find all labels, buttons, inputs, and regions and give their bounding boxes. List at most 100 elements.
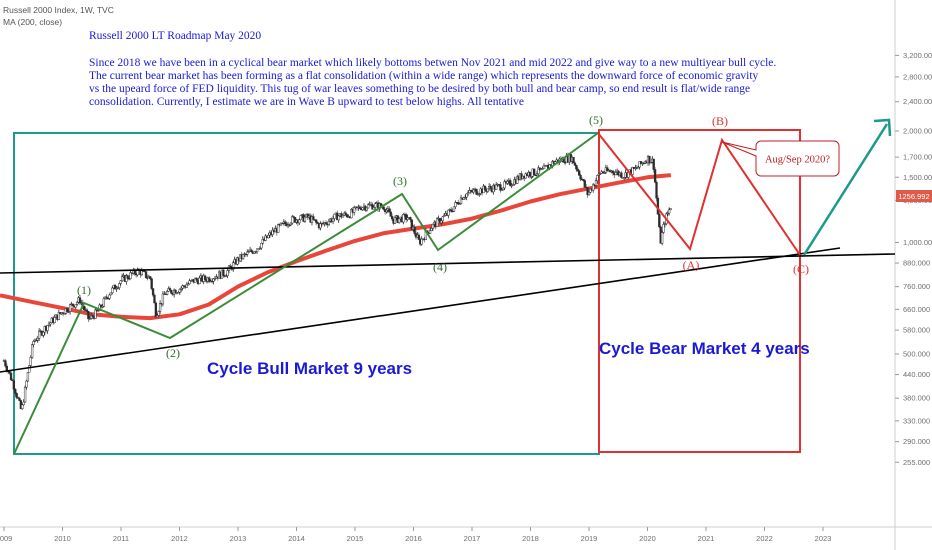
candle-body [353,207,356,213]
candle-body [53,317,56,324]
candle-body [409,217,412,220]
callout-text: Aug/Sep 2020? [765,155,830,166]
correction-wave-path [597,132,801,256]
candle-body [78,297,82,304]
candle-body [435,218,439,227]
candle-body [18,398,21,401]
price-tick-label: 2,800.000 [903,72,932,81]
symbol-legend[interactable]: Russell 2000 Index, 1W, TVC [3,5,114,15]
candle-body [32,341,35,345]
candle-body [194,278,197,283]
candle-body [638,161,641,168]
candle-body [388,208,391,213]
time-tick-label: 2017 [464,534,481,543]
candle-body [298,219,301,224]
candle-body [94,309,97,319]
candle-body [601,171,605,174]
candle-body [35,339,38,342]
candle-body [247,251,250,253]
wave-label-1: (1) [77,283,91,297]
candle-body [161,293,165,305]
candle-body [36,338,39,341]
candle-body [489,186,492,189]
price-tick-label: 255.000 [903,458,930,467]
candle-body [660,232,664,244]
candle-body [22,401,25,406]
candle-body [187,283,190,286]
indicator-legend[interactable]: MA (200, close) [3,17,62,27]
candle-body [603,172,606,174]
candle-body [185,284,188,288]
candle-body [478,193,481,195]
candle-body [361,207,364,211]
candle-body [97,310,100,312]
candle-body [156,315,159,318]
candle-body [528,172,532,177]
candle-body [495,184,498,190]
candle-body [126,275,129,279]
time-axis[interactable]: 2009 2010 2011 2012 2013 2014 2015 2016 2017 2018… [0,527,831,543]
price-axis[interactable]: 3,200.000 2,800.000 2,400.000 2,000.000 1,70… [895,51,932,467]
upper-trendline [0,253,896,274]
candle-body [582,179,585,181]
bear-market-label: Cycle Bear Market 4 years [599,339,810,358]
price-tick-label: 760.000 [903,282,930,291]
price-tick-label: 2,000.000 [903,127,932,136]
candle-body [506,181,509,184]
candle-body [385,209,388,213]
candle-body [465,193,468,198]
candle-body [611,170,615,174]
candle-body [499,184,502,191]
candle-body [623,177,626,179]
bull-market-label: Cycle Bull Market 9 years [207,359,412,378]
candle-body [30,344,34,358]
candle-body [85,309,89,312]
candle-body [390,216,394,220]
candle-body [579,174,582,180]
candle-body [358,206,361,209]
wave-label-4: (4) [433,260,447,274]
candle-body [212,278,215,282]
candle-body [417,234,420,240]
candle-body [483,185,487,190]
candle-body [144,271,148,278]
candle-body [181,285,184,289]
candle-body [116,287,120,289]
candle-body [225,275,228,277]
candle-body [367,204,370,209]
candle-body [533,168,536,176]
candle-body [331,218,335,223]
candle-body [68,304,72,312]
candle-body [143,270,146,272]
candle-body [440,220,443,224]
candle-body [382,206,385,210]
time-tick-label: 2016 [405,534,422,543]
candle-body [71,303,75,307]
candle-body [102,298,105,307]
candle-body [254,251,257,253]
candle-body [88,317,91,320]
candle-body [475,188,478,195]
candle-body [98,304,101,311]
price-tick-label: 380.000 [903,394,930,403]
candle-body [87,311,90,320]
time-tick-label: 2023 [815,534,832,543]
annotation-title: Russell 2000 LT Roadmap May 2020 [89,30,261,42]
candle-body [648,155,651,164]
candle-body [229,265,232,267]
candle-body [226,270,229,277]
candle-body [188,280,191,285]
candle-body [459,197,463,204]
candle-body [174,289,177,294]
candle-body [157,311,160,316]
candle-body [544,165,547,167]
wave-label-b: (B) [712,114,728,128]
candle-body [389,211,392,217]
candle-body [14,389,17,394]
candle-body [42,331,45,336]
candle-body [652,158,655,170]
candle-body [277,224,280,233]
candle-body [666,212,669,215]
